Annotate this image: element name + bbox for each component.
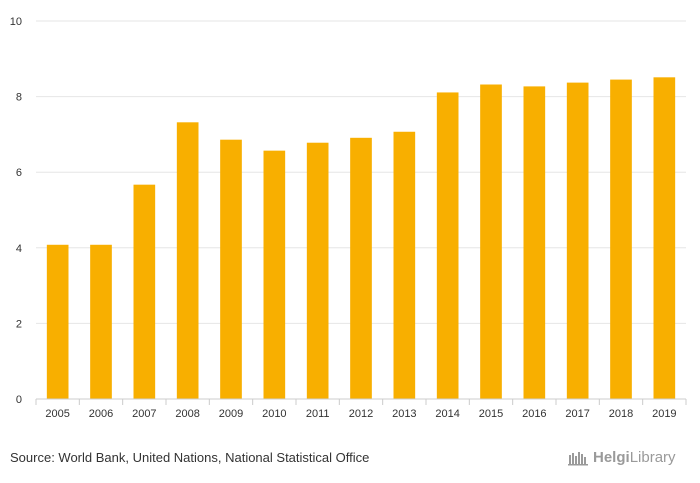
bar-2017[interactable] <box>566 82 589 399</box>
x-tick-label: 2017 <box>565 408 589 420</box>
bar-2009[interactable] <box>220 139 242 399</box>
bar-2018[interactable] <box>610 79 632 399</box>
bar-2015[interactable] <box>480 84 502 399</box>
y-tick-label: 8 <box>16 92 22 104</box>
y-tick-label: 6 <box>16 167 22 179</box>
x-tick-label: 2012 <box>349 408 373 420</box>
bar-2013[interactable] <box>393 131 416 399</box>
y-tick-label: 0 <box>16 394 22 406</box>
x-axis <box>35 398 687 405</box>
source-note: Source: World Bank, United Nations, Nati… <box>10 450 370 465</box>
bar-2007[interactable] <box>133 184 156 399</box>
bar-2014[interactable] <box>436 92 459 399</box>
x-tick-label: 2007 <box>132 408 156 420</box>
y-tick-label: 10 <box>10 16 22 28</box>
x-tick-label: 2008 <box>175 408 199 420</box>
x-tick-label: 2011 <box>306 408 330 420</box>
bar-2016[interactable] <box>523 86 546 400</box>
x-tick-label: 2006 <box>89 408 113 420</box>
y-tick-label: 2 <box>16 318 22 330</box>
x-tick-label: 2010 <box>262 408 286 420</box>
logo-text: HelgiLibrary <box>593 449 676 466</box>
bars <box>46 77 676 400</box>
x-tick-label: 2016 <box>522 408 546 420</box>
bar-2006[interactable] <box>90 244 112 399</box>
x-axis-tick-labels: 2005 2006 2007 2008 2009 2010 2011 2012 2013 2014… <box>45 408 676 420</box>
bar-2008[interactable] <box>176 122 199 399</box>
bar-2011[interactable] <box>306 142 329 399</box>
bar-2005[interactable] <box>46 244 69 399</box>
logo-suffix: Library <box>629 448 676 466</box>
y-tick-label: 4 <box>16 243 22 255</box>
x-tick-label: 2014 <box>435 408 459 420</box>
logo-brand: Helgi <box>593 448 630 466</box>
x-tick-label: 2013 <box>392 408 416 420</box>
x-tick-label: 2019 <box>652 408 676 420</box>
x-tick-label: 2009 <box>219 408 243 420</box>
x-tick-label: 2005 <box>45 408 69 420</box>
x-tick-label: 2018 <box>609 408 633 420</box>
bar-2019[interactable] <box>653 77 676 400</box>
y-axis-tick-labels: 0 2 4 6 8 10 <box>10 16 22 406</box>
bar-2010[interactable] <box>263 150 286 399</box>
x-tick-label: 2015 <box>479 408 503 420</box>
helgi-library-logo[interactable]: HelgiLibrary <box>568 448 676 466</box>
helgi-library-logo-icon <box>568 452 588 466</box>
bar-2012[interactable] <box>350 137 372 399</box>
bar-chart: 0 2 4 6 8 10 2005 2006 2007 2008 2009 2010 2011 2012… <box>10 16 687 420</box>
